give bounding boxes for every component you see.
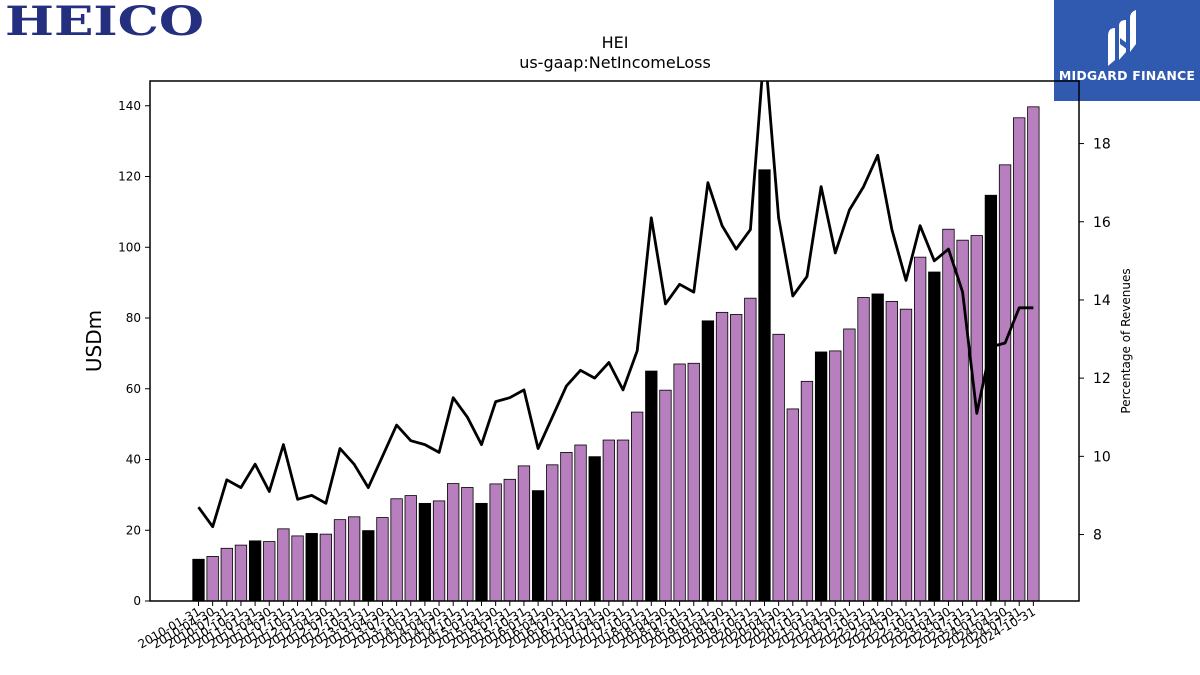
y2-tick-label: 10 [1093, 449, 1111, 465]
bar [376, 517, 389, 602]
bar [814, 351, 828, 602]
bar [390, 498, 403, 602]
bar [574, 444, 587, 602]
bar [602, 439, 615, 602]
bar [404, 495, 417, 602]
y-tick-label: 20 [126, 523, 141, 537]
y-axis-label: USDm [82, 310, 106, 372]
bar [461, 487, 474, 602]
bar [206, 556, 219, 602]
bar [843, 328, 856, 602]
bar [970, 235, 983, 602]
y2-tick-label: 18 [1093, 137, 1111, 153]
bar [489, 483, 502, 602]
bar [687, 362, 700, 602]
y-tick-label: 100 [118, 240, 141, 254]
chart-title: HEI [602, 33, 629, 52]
y2-axis-label: Percentage of Revenues [1119, 268, 1133, 413]
bar [418, 502, 432, 602]
y-tick-label: 120 [118, 170, 141, 184]
bar [715, 311, 729, 602]
bar [475, 502, 488, 602]
bar [248, 540, 262, 602]
y-tick-label: 0 [133, 594, 141, 608]
bar [347, 516, 361, 602]
midgard-emblem-icon [1108, 10, 1136, 66]
bar [333, 519, 347, 602]
bar [362, 530, 375, 602]
bar [899, 308, 913, 602]
bar [631, 411, 644, 602]
midgard-logo-text: MIDGARD FINANCE [1058, 68, 1196, 83]
bar [659, 389, 672, 602]
bar [192, 558, 205, 602]
bar [786, 408, 799, 602]
bar [984, 194, 998, 602]
bar [277, 528, 290, 602]
y-tick-label: 140 [118, 99, 141, 113]
bar [942, 228, 955, 602]
bar [305, 533, 318, 602]
percentage-line [197, 81, 1034, 529]
bar [928, 271, 941, 602]
y-tick-label: 40 [126, 453, 141, 467]
bar [616, 439, 630, 602]
bar [234, 544, 248, 602]
bar [829, 350, 842, 602]
bar [701, 320, 715, 602]
bar [914, 256, 927, 602]
plot-area: 020406080100120140810121416182010-01-312… [118, 80, 1111, 651]
bar [588, 456, 601, 602]
bar [1027, 106, 1040, 602]
bar [517, 465, 531, 602]
bar [871, 293, 884, 602]
y-tick-label: 60 [126, 382, 141, 396]
bar [503, 478, 516, 602]
y2-tick-label: 8 [1093, 528, 1102, 544]
bar [758, 169, 771, 602]
bar [546, 464, 559, 602]
bar [645, 370, 658, 602]
bar [772, 333, 785, 602]
bar [730, 314, 743, 602]
y2-tick-label: 16 [1093, 215, 1111, 231]
bar [744, 297, 757, 602]
bar [673, 363, 686, 602]
y2-tick-label: 14 [1093, 293, 1111, 309]
bar [263, 541, 276, 602]
bar [531, 490, 545, 602]
y2-tick-label: 12 [1093, 371, 1111, 387]
bar [1013, 117, 1026, 602]
bar [885, 300, 898, 602]
bar [432, 500, 446, 602]
chart-subtitle: us-gaap:NetIncomeLoss [519, 53, 711, 72]
bar [447, 483, 460, 602]
bar [857, 297, 870, 602]
bar [319, 533, 333, 602]
heico-logo: HEICO [5, 4, 204, 40]
bar [220, 547, 233, 602]
bar [291, 535, 304, 602]
plot-frame [149, 80, 1080, 602]
bar [560, 452, 573, 602]
bar [800, 380, 814, 602]
bar [998, 164, 1012, 602]
heico-logo-text: HEICO [5, 4, 204, 40]
y-tick-label: 80 [126, 311, 141, 325]
